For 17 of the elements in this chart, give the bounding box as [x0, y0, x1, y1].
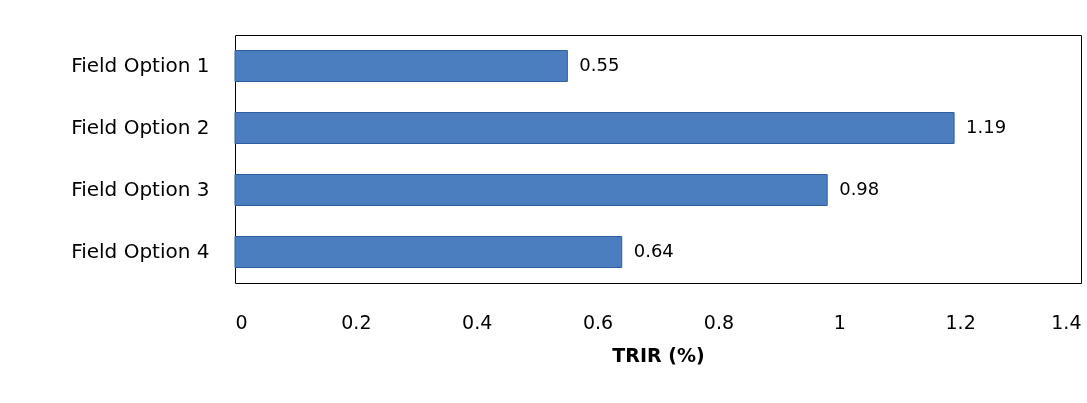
x-tick-label: 0 [235, 310, 248, 333]
data-label: 0.64 [633, 240, 674, 261]
x-tick-label: 0.6 [582, 310, 614, 333]
x-tick-label: 1 [833, 310, 846, 333]
y-tick-label: Field Option 1 [71, 53, 210, 77]
data-label: 0.55 [579, 54, 620, 75]
y-tick-label: Field Option 3 [71, 177, 210, 201]
x-tick-label: 0.4 [462, 310, 493, 333]
x-axis-title: TRIR (%) [612, 343, 705, 366]
x-tick-label: 0.2 [341, 310, 372, 333]
y-tick-label: Field Option 2 [71, 115, 210, 139]
y-tick-label: Field Option 4 [71, 239, 210, 263]
data-label: 1.19 [966, 116, 1007, 137]
x-tick-label: 1.4 [1051, 310, 1082, 333]
x-tick-label: 1.2 [945, 310, 976, 333]
x-tick-label: 0.8 [703, 310, 735, 333]
data-label: 0.98 [839, 178, 880, 199]
